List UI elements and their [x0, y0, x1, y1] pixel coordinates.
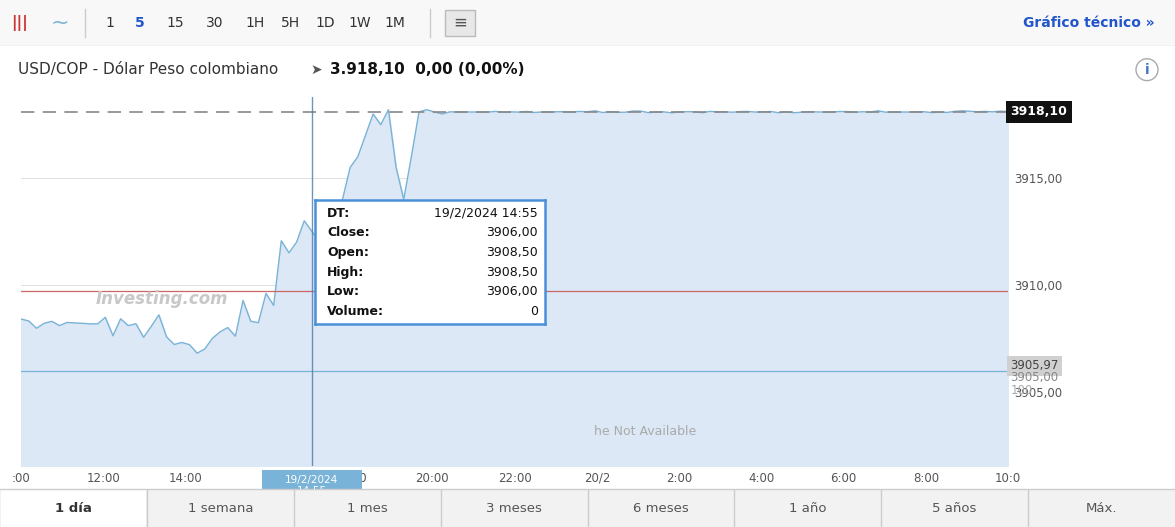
- Text: 1H: 1H: [246, 16, 264, 30]
- Text: 1D: 1D: [315, 16, 335, 30]
- Text: 3.918,10  0,00 (0,00%): 3.918,10 0,00 (0,00%): [330, 62, 524, 77]
- Text: 0: 0: [530, 305, 538, 318]
- Text: 1 mes: 1 mes: [347, 502, 388, 514]
- Text: 19/2/2024 14:55: 19/2/2024 14:55: [434, 207, 538, 220]
- Text: Volume:: Volume:: [327, 305, 384, 318]
- Text: 3906,00: 3906,00: [486, 226, 538, 239]
- Text: 3 meses: 3 meses: [486, 502, 542, 514]
- Text: 1 día: 1 día: [55, 502, 92, 514]
- Text: Open:: Open:: [327, 246, 369, 259]
- Text: Gráfico técnico »: Gráfico técnico »: [1023, 16, 1155, 30]
- Text: 3906,00: 3906,00: [486, 285, 538, 298]
- Text: |||: |||: [12, 15, 28, 31]
- Text: 5: 5: [135, 16, 145, 30]
- Text: 6 meses: 6 meses: [633, 502, 689, 514]
- Bar: [445, 10, 475, 36]
- Text: Close:: Close:: [327, 226, 369, 239]
- Text: 5 años: 5 años: [933, 502, 976, 514]
- Text: 3905,00: 3905,00: [1010, 371, 1059, 384]
- Text: 1W: 1W: [349, 16, 371, 30]
- Text: 5H: 5H: [281, 16, 300, 30]
- Circle shape: [1136, 59, 1159, 81]
- Text: DT:: DT:: [327, 207, 350, 220]
- Text: 30: 30: [207, 16, 223, 30]
- Text: 1 año: 1 año: [790, 502, 826, 514]
- Text: 3905,97: 3905,97: [1010, 359, 1059, 372]
- Text: 3908,50: 3908,50: [486, 266, 538, 278]
- Text: 3908,50: 3908,50: [486, 246, 538, 259]
- Text: 1 semana: 1 semana: [188, 502, 253, 514]
- Text: 1M: 1M: [384, 16, 405, 30]
- Text: High:: High:: [327, 266, 364, 278]
- Text: USD/COP - Dólar Peso colombiano: USD/COP - Dólar Peso colombiano: [18, 62, 278, 77]
- Text: i: i: [1144, 63, 1149, 77]
- Text: he Not Available: he Not Available: [593, 425, 696, 438]
- Text: ≡: ≡: [454, 14, 466, 32]
- Text: ➤: ➤: [310, 63, 322, 77]
- Text: 3918,10: 3918,10: [1010, 105, 1067, 119]
- Text: 19/2/2024
14:55: 19/2/2024 14:55: [286, 475, 338, 496]
- Text: Máx.: Máx.: [1086, 502, 1117, 514]
- Text: Low:: Low:: [327, 285, 360, 298]
- Text: 100: 100: [1010, 385, 1033, 397]
- Text: Investing.com: Investing.com: [95, 290, 228, 308]
- Bar: [0, 489, 147, 527]
- Text: 1: 1: [106, 16, 114, 30]
- Text: ~: ~: [51, 13, 69, 33]
- Text: 15: 15: [166, 16, 183, 30]
